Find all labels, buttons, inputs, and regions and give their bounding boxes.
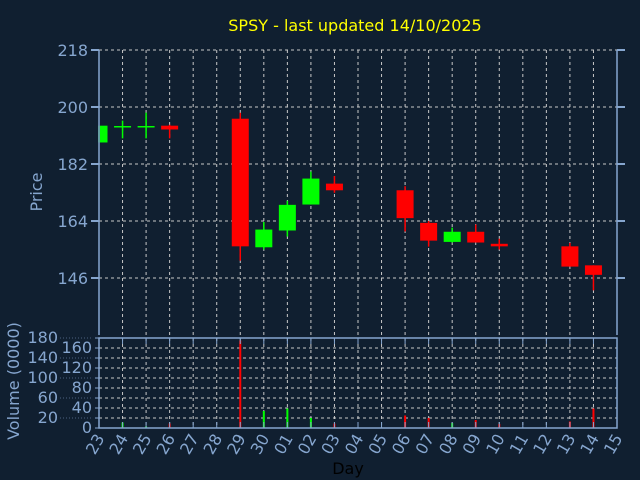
candle-body bbox=[443, 231, 461, 242]
volume-bar bbox=[262, 411, 265, 428]
grid bbox=[99, 49, 617, 428]
x-tick-label: 30 bbox=[247, 431, 274, 458]
price-tick-label: 146 bbox=[57, 269, 88, 288]
x-tick-label: 05 bbox=[364, 431, 391, 458]
marks bbox=[98, 112, 602, 428]
price-tick-label: 200 bbox=[57, 98, 88, 117]
volume-tick-label: 180 bbox=[27, 328, 58, 347]
volume-bar bbox=[239, 340, 242, 428]
volume-tick-label: 80 bbox=[72, 378, 92, 397]
candle-body bbox=[584, 265, 602, 275]
candle-body bbox=[100, 125, 108, 143]
x-tick-label: 09 bbox=[459, 431, 486, 458]
x-tick-label: 15 bbox=[600, 431, 627, 458]
volume-tick-label: 40 bbox=[72, 398, 92, 417]
x-tick-label: 11 bbox=[506, 431, 533, 458]
candle-body bbox=[231, 118, 249, 247]
x-tick-label: 08 bbox=[435, 431, 462, 458]
x-tick-label: 25 bbox=[129, 431, 156, 458]
axes: 1461641822002180204060801001201401601802… bbox=[27, 41, 626, 458]
candle-body bbox=[302, 178, 320, 205]
chart-title: SPSY - last updated 14/10/2025 bbox=[228, 16, 481, 35]
candle-body bbox=[561, 246, 579, 267]
volume-bar bbox=[404, 415, 407, 428]
x-tick-label: 02 bbox=[294, 431, 321, 458]
x-tick-label: 24 bbox=[105, 431, 132, 458]
candle-body bbox=[420, 222, 438, 241]
candle-body bbox=[467, 231, 485, 243]
volume-bar bbox=[592, 408, 595, 428]
x-axis-label: Day bbox=[332, 459, 364, 478]
candle-body bbox=[114, 126, 132, 128]
volume-tick-label: 140 bbox=[27, 348, 58, 367]
candle-body bbox=[278, 204, 296, 231]
price-tick-label: 164 bbox=[57, 212, 88, 231]
volume-tick-label: 20 bbox=[38, 408, 58, 427]
x-tick-label: 10 bbox=[482, 431, 509, 458]
x-tick-label: 28 bbox=[200, 431, 227, 458]
x-tick-label: 27 bbox=[176, 431, 203, 458]
candle-body bbox=[490, 243, 508, 247]
x-tick-label: 04 bbox=[341, 431, 368, 458]
candle-body bbox=[161, 125, 179, 130]
candle-body bbox=[325, 183, 343, 191]
candle-body bbox=[137, 126, 155, 128]
x-tick-label: 01 bbox=[270, 431, 297, 458]
volume-bar bbox=[286, 408, 289, 428]
x-tick-label: 13 bbox=[553, 431, 580, 458]
candle-body bbox=[396, 190, 414, 219]
x-tick-label: 03 bbox=[317, 431, 344, 458]
volume-axis-label: Volume (0000) bbox=[4, 322, 23, 440]
volume-tick-label: 0 bbox=[82, 418, 92, 437]
volume-tick-label: 160 bbox=[61, 338, 92, 357]
x-tick-label: 12 bbox=[529, 431, 556, 458]
volume-tick-label: 60 bbox=[38, 388, 58, 407]
price-tick-label: 182 bbox=[57, 155, 88, 174]
candle-body bbox=[255, 229, 273, 248]
x-tick-label: 26 bbox=[152, 431, 179, 458]
x-tick-label: 06 bbox=[388, 431, 415, 458]
volume-tick-label: 100 bbox=[27, 368, 58, 387]
price-tick-label: 218 bbox=[57, 41, 88, 60]
price-axis-label: Price bbox=[27, 172, 46, 211]
x-tick-label: 29 bbox=[223, 431, 250, 458]
x-tick-label: 14 bbox=[576, 431, 603, 458]
volume-frame bbox=[98, 337, 618, 429]
x-tick-label: 07 bbox=[411, 431, 438, 458]
volume-tick-label: 120 bbox=[61, 358, 92, 377]
